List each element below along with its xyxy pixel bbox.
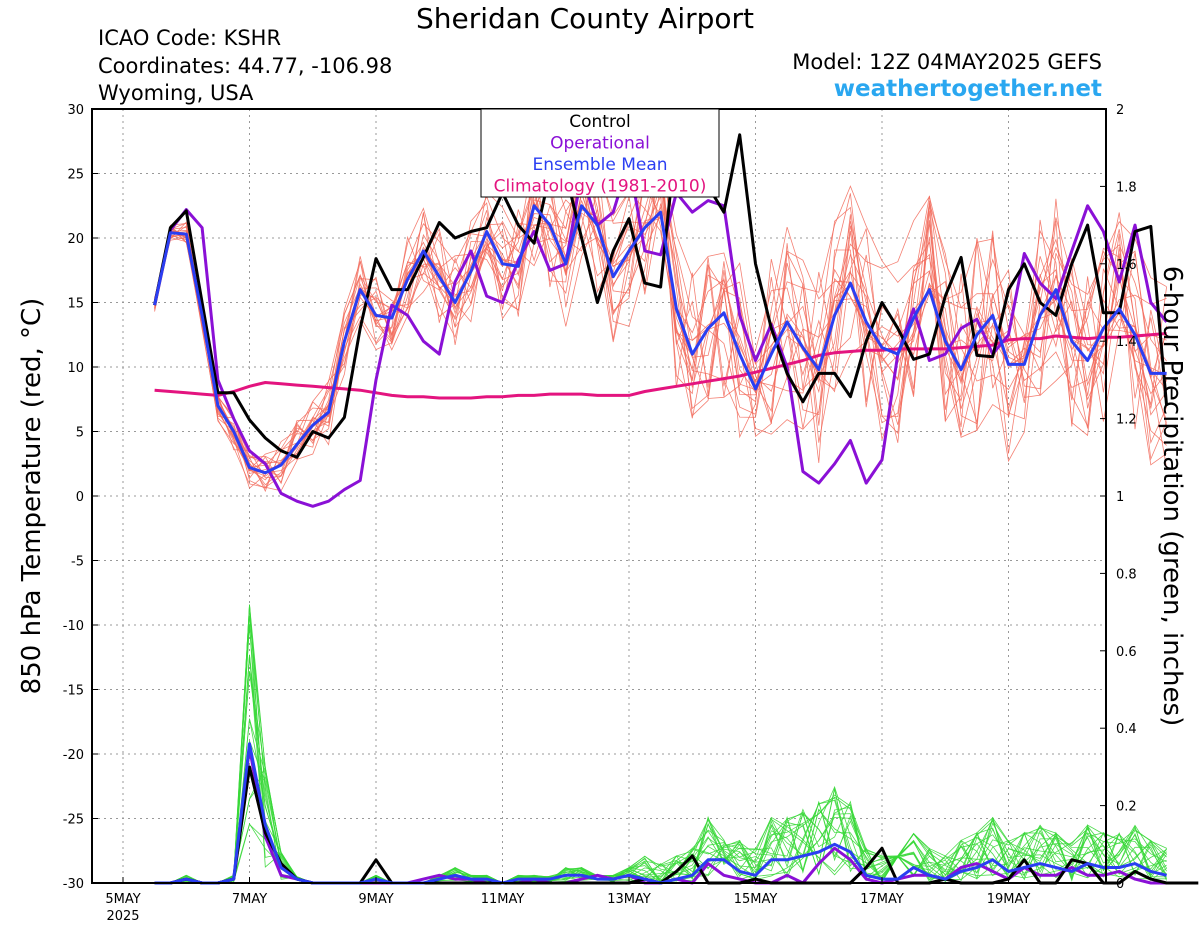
chart-title: Sheridan County Airport bbox=[415, 2, 755, 35]
model-run: Model: 12Z 04MAY2025 GEFS bbox=[792, 50, 1102, 74]
y-tick-label: 0 bbox=[76, 490, 84, 505]
y-tick-label: 30 bbox=[67, 103, 84, 118]
y-tick-label: -20 bbox=[63, 748, 84, 763]
icao-code: ICAO Code: KSHR bbox=[98, 26, 282, 50]
y-tick-label: 5 bbox=[76, 426, 84, 441]
x-tick-label: 19MAY bbox=[987, 892, 1031, 907]
legend-box bbox=[480, 108, 720, 198]
y-tick-label: 20 bbox=[67, 232, 84, 247]
ensemble-mean-temperature-line bbox=[153, 204, 1167, 475]
x-tick-label: 17MAY bbox=[860, 892, 904, 907]
site-link[interactable]: weathertogether.net bbox=[833, 76, 1102, 102]
climatology-1981-2010--temperature-line bbox=[154, 332, 1167, 400]
y2-tick-label: 0.6 bbox=[1116, 645, 1137, 660]
x-tick-label: 7MAY bbox=[232, 892, 267, 907]
y2-tick-label: 1.4 bbox=[1116, 335, 1137, 350]
operational-temperature-line bbox=[153, 159, 1168, 508]
y2-tick-label: 2 bbox=[1116, 103, 1124, 118]
coordinates: Coordinates: 44.77, -106.98 bbox=[98, 54, 393, 78]
x-tick-label: 13MAY bbox=[607, 892, 651, 907]
y2-tick-label: 0.8 bbox=[1116, 567, 1137, 582]
y-tick-label: 10 bbox=[67, 361, 84, 376]
y-tick-label: 15 bbox=[67, 297, 84, 312]
axis-ticks: 302520151050-5-10-15-20-25-3021.81.61.41… bbox=[63, 103, 1137, 924]
y2-tick-label: 0.4 bbox=[1116, 722, 1137, 737]
y2-tick-label: 0 bbox=[1116, 877, 1124, 892]
y2-tick-label: 1.2 bbox=[1116, 413, 1137, 428]
y2-tick-label: 1 bbox=[1116, 490, 1124, 505]
x-tick-sublabel: 2025 bbox=[106, 909, 139, 924]
y-tick-label: -10 bbox=[63, 619, 84, 634]
region: Wyoming, USA bbox=[98, 81, 254, 105]
member-temperature-line bbox=[154, 154, 1167, 474]
member-precipitation-line bbox=[154, 615, 1167, 884]
x-tick-label: 15MAY bbox=[734, 892, 778, 907]
x-tick-label: 5MAY bbox=[105, 892, 140, 907]
y-tick-label: -25 bbox=[63, 813, 84, 828]
member-precipitation-line bbox=[154, 604, 1167, 884]
y-tick-label: -15 bbox=[63, 684, 84, 699]
y-tick-label: -5 bbox=[71, 555, 84, 570]
y-axis-label-precipitation: 6-hour Precipitation (green, inches) bbox=[1157, 265, 1187, 727]
y2-tick-label: 0.2 bbox=[1116, 800, 1137, 815]
y-axis-label-temperature: 850 hPa Temperature (red, °C) bbox=[17, 297, 47, 695]
series-lines bbox=[153, 133, 1199, 885]
legend-entry: Control bbox=[569, 112, 630, 132]
legend-entry: Ensemble Mean bbox=[532, 155, 667, 175]
legend-entry: Operational bbox=[550, 134, 650, 154]
member-precipitation-line bbox=[154, 604, 1167, 884]
member-precipitation-line bbox=[154, 624, 1167, 884]
member-precipitation-line bbox=[154, 615, 1167, 884]
y-tick-label: 25 bbox=[67, 168, 84, 183]
y2-tick-label: 1.8 bbox=[1116, 180, 1137, 195]
x-tick-label: 9MAY bbox=[358, 892, 393, 907]
member-precipitation-line bbox=[154, 624, 1167, 884]
member-precipitation-line bbox=[154, 604, 1167, 884]
y2-tick-label: 1.6 bbox=[1116, 258, 1137, 273]
y-tick-label: -30 bbox=[63, 877, 84, 892]
x-tick-label: 11MAY bbox=[481, 892, 525, 907]
legend-entry: Climatology (1981-2010) bbox=[494, 177, 707, 197]
